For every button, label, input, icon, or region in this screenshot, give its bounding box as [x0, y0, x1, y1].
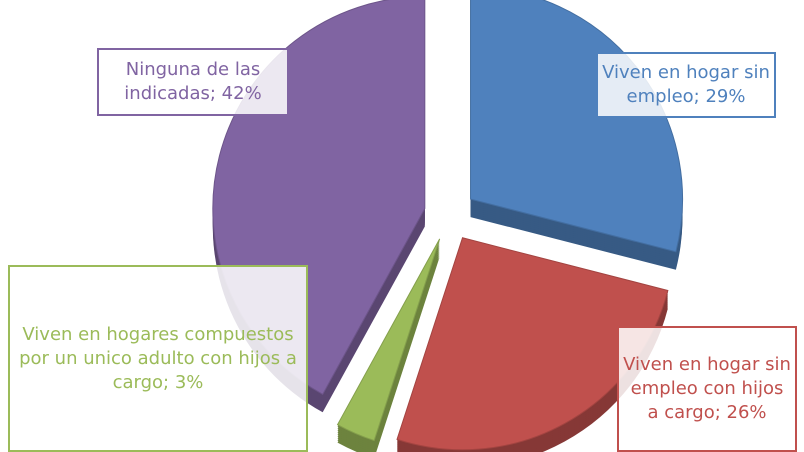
- slice-label: Viven en hogar sin empleo; 29%: [596, 52, 776, 118]
- slice-label: Viven en hogar sin empleo con hijos a ca…: [617, 326, 797, 452]
- slice: [336, 238, 441, 442]
- slice-label: Viven en hogares compuestos por un unico…: [8, 265, 308, 452]
- slice-label: Ninguna de las indicadas; 42%: [97, 48, 289, 116]
